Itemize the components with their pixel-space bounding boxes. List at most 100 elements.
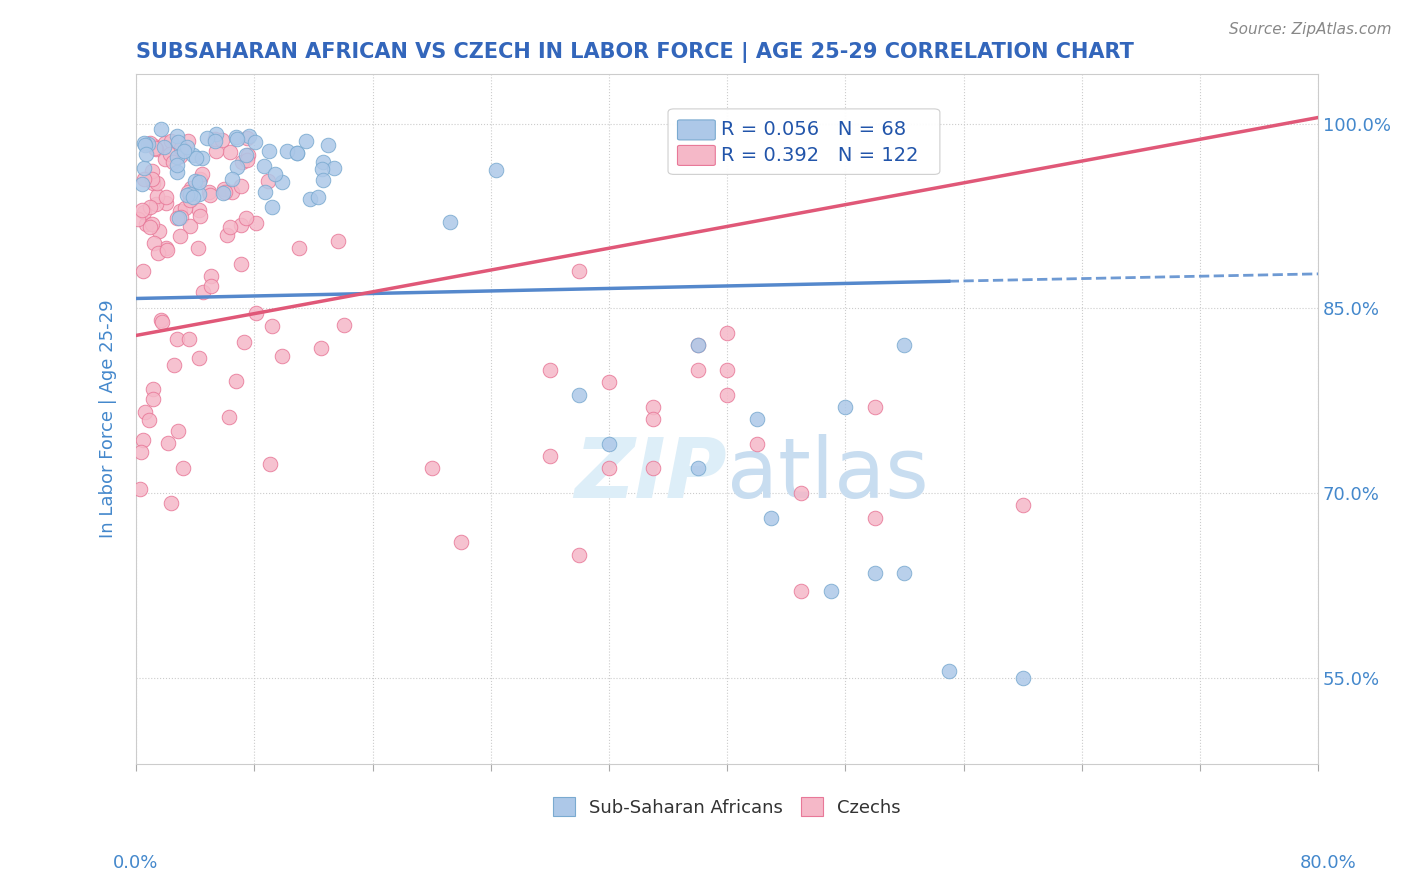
Point (159, 147, 181, 161)
Point (245, 305, 267, 319)
Point (153, 136, 176, 151)
Point (138, 413, 160, 427)
Text: atlas: atlas (727, 434, 929, 515)
Point (245, 216, 267, 230)
Point (179, 332, 201, 346)
Point (316, 138, 339, 153)
FancyBboxPatch shape (678, 145, 716, 165)
Point (311, 341, 333, 355)
Point (221, 185, 243, 199)
Point (145, 197, 167, 211)
Point (225, 374, 247, 388)
Point (834, 400, 856, 414)
Text: R = 0.392   N = 122: R = 0.392 N = 122 (721, 145, 918, 165)
Point (193, 285, 215, 300)
Point (295, 134, 318, 148)
Point (176, 140, 198, 154)
Point (257, 174, 280, 188)
Point (167, 135, 190, 149)
Point (253, 159, 276, 173)
Point (170, 140, 193, 154)
Point (163, 358, 186, 372)
Point (745, 412, 768, 426)
Point (142, 176, 165, 190)
Point (150, 122, 173, 136)
Point (176, 186, 198, 200)
Point (643, 461, 665, 475)
Point (131, 445, 153, 459)
Point (143, 141, 166, 155)
Point (162, 154, 184, 169)
Point (229, 219, 252, 233)
Point (143, 139, 166, 153)
Point (188, 202, 211, 217)
Point (131, 202, 153, 217)
Point (200, 187, 222, 202)
Point (129, 482, 152, 496)
Point (568, 264, 591, 278)
Point (238, 128, 260, 143)
Point (211, 133, 233, 147)
Point (150, 313, 173, 327)
FancyBboxPatch shape (668, 109, 939, 175)
Point (761, 510, 783, 524)
Point (863, 566, 886, 580)
Point (219, 145, 242, 160)
Point (790, 486, 813, 500)
Point (145, 142, 167, 156)
Point (686, 338, 709, 352)
Point (132, 172, 155, 186)
Point (139, 136, 162, 150)
Point (155, 190, 177, 204)
Point (285, 146, 308, 161)
Point (156, 435, 179, 450)
Point (195, 131, 218, 145)
Point (204, 135, 226, 149)
Point (236, 153, 259, 168)
Point (225, 161, 247, 175)
Point (166, 165, 188, 179)
Point (450, 535, 472, 549)
Point (187, 186, 209, 201)
Point (322, 161, 344, 175)
Point (173, 201, 195, 215)
Point (231, 257, 253, 271)
Point (138, 220, 160, 235)
Point (177, 134, 200, 148)
Point (180, 180, 202, 194)
Point (169, 204, 191, 219)
Point (312, 154, 335, 169)
Point (155, 241, 177, 255)
Point (166, 332, 188, 346)
Point (221, 172, 243, 186)
Point (176, 188, 198, 202)
Point (298, 192, 321, 206)
Point (820, 584, 842, 599)
Point (568, 548, 591, 562)
Text: 0.0%: 0.0% (112, 855, 157, 872)
Point (245, 136, 267, 150)
Point (893, 338, 915, 352)
Point (148, 224, 170, 238)
Point (160, 134, 183, 148)
Point (598, 436, 620, 450)
Point (568, 387, 591, 401)
Point (166, 150, 188, 164)
Point (235, 211, 257, 226)
Point (235, 147, 257, 161)
Point (134, 136, 156, 150)
Point (146, 189, 169, 203)
Point (167, 211, 190, 225)
Point (232, 335, 254, 350)
Point (188, 171, 211, 186)
Point (218, 219, 240, 234)
Point (169, 149, 191, 163)
Point (686, 461, 709, 475)
Point (204, 132, 226, 146)
Point (179, 186, 201, 201)
Point (311, 161, 333, 176)
Point (218, 409, 240, 424)
Point (287, 241, 309, 255)
Point (134, 405, 156, 419)
Point (142, 392, 165, 406)
